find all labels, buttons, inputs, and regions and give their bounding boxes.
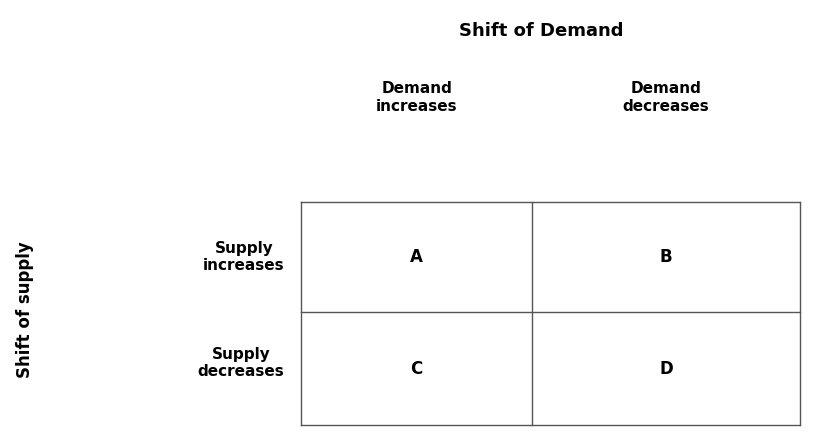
Text: D: D bbox=[659, 360, 673, 378]
Text: Shift of Demand: Shift of Demand bbox=[460, 22, 624, 40]
Text: B: B bbox=[660, 248, 672, 266]
Text: Demand
increases: Demand increases bbox=[376, 81, 457, 114]
Text: Supply
increases: Supply increases bbox=[203, 241, 285, 273]
Text: Shift of supply: Shift of supply bbox=[16, 242, 34, 378]
Text: C: C bbox=[411, 360, 422, 378]
Text: Supply
decreases: Supply decreases bbox=[198, 347, 285, 380]
Text: A: A bbox=[410, 248, 423, 266]
Text: Demand
decreases: Demand decreases bbox=[623, 81, 710, 114]
